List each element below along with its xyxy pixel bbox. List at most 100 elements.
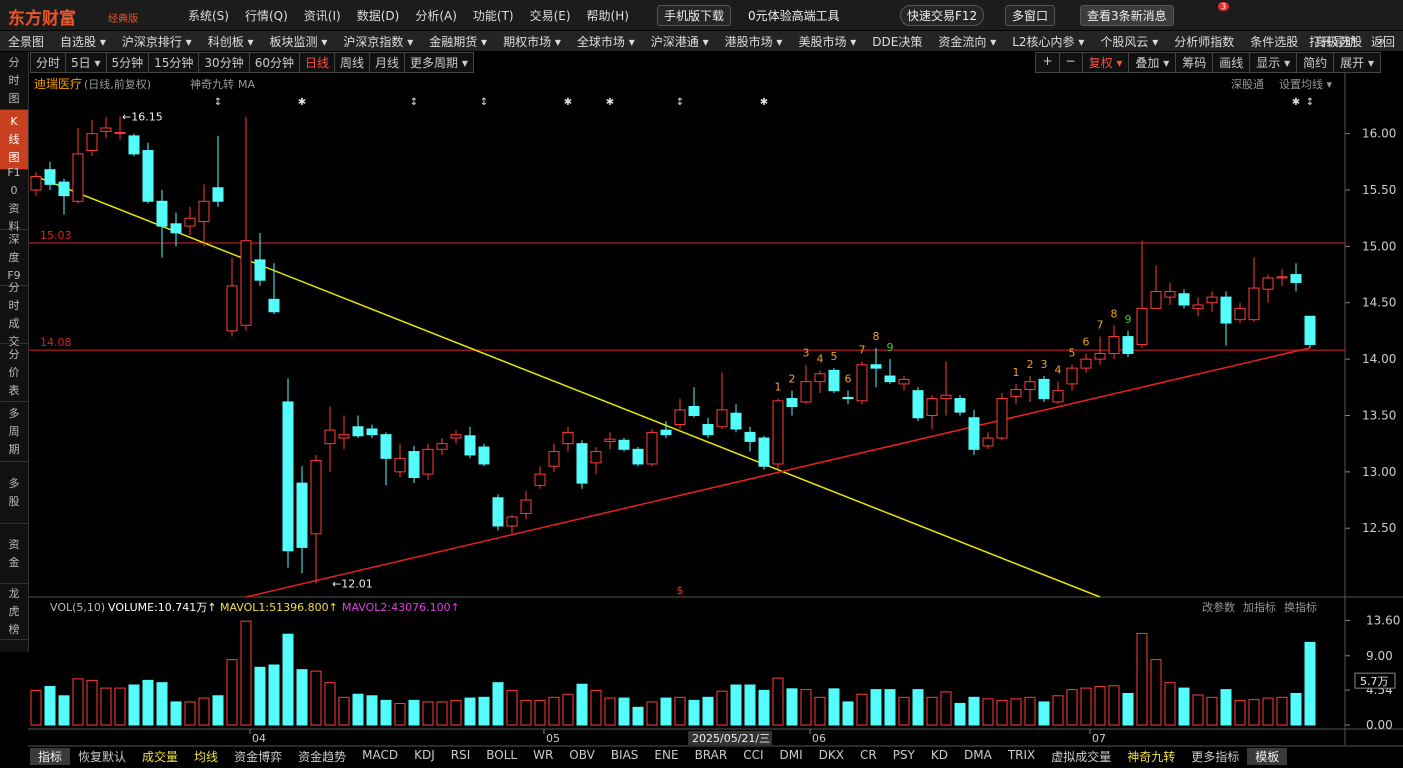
nav-item[interactable]: 自选股 ▾	[60, 34, 106, 49]
indicator-tab[interactable]: 资金趋势	[298, 750, 347, 764]
nav-item[interactable]: 资金流向 ▾	[938, 34, 997, 49]
period-tab[interactable]: 5日 ▾	[65, 52, 107, 73]
menu-item[interactable]: 功能(T)	[472, 9, 514, 23]
indicator-tab[interactable]: DKX	[818, 748, 844, 762]
indicator-tab[interactable]: 更多指标	[1191, 750, 1240, 764]
promo[interactable]: 0元体验高端工具	[748, 9, 840, 23]
indicator-tab[interactable]: TRIX	[1007, 748, 1036, 762]
period-tab[interactable]: 5分钟	[105, 52, 150, 73]
indicator-tab[interactable]: 虚拟成交量	[1051, 750, 1112, 764]
indicator-tab[interactable]: PSY	[892, 748, 915, 762]
indicator-tab[interactable]: CR	[859, 748, 877, 762]
period-tab[interactable]: 60分钟	[248, 52, 300, 73]
period-tab[interactable]: 日线	[298, 52, 335, 73]
indicator-tab[interactable]: DMA	[964, 748, 992, 762]
menu-item[interactable]: 系统(S)	[188, 9, 229, 23]
indicator-tab[interactable]: WR	[533, 748, 554, 762]
sidebar-tab[interactable]: 多周期	[0, 402, 28, 462]
menu-item[interactable]: 帮助(H)	[586, 9, 629, 23]
sidebar-tab[interactable]: 分价表	[0, 344, 28, 402]
indicator-tab[interactable]: ENE	[654, 748, 679, 762]
y-tick-label: 13.00	[1362, 465, 1396, 479]
nav-item[interactable]: 美股市场 ▾	[798, 34, 857, 49]
indicator-tab[interactable]: BOLL	[486, 748, 518, 762]
menu-item[interactable]: 分析(A)	[415, 9, 457, 23]
menu-item[interactable]: 资讯(I)	[303, 9, 341, 23]
tool-button[interactable]: 叠加 ▾	[1128, 52, 1177, 73]
tool-button[interactable]: 筹码	[1175, 52, 1214, 73]
indicator-tab[interactable]: BRAR	[694, 748, 728, 762]
indicator-tab[interactable]: 指标	[30, 748, 71, 765]
nav-link[interactable]: 打开导航	[1308, 35, 1357, 49]
nav-item[interactable]: 期权市场 ▾	[503, 34, 561, 49]
nav-item[interactable]: 分析师指数	[1174, 34, 1235, 49]
indicator-tab[interactable]: 恢复默认	[78, 750, 127, 764]
indicator-tab[interactable]: 均线	[194, 750, 219, 764]
sidebar-tab[interactable]: 分时成交	[0, 281, 28, 348]
messages[interactable]: 查看3条新消息	[1080, 5, 1174, 26]
indicator-tab[interactable]: DMI	[779, 748, 803, 762]
tool-button[interactable]: 简约	[1296, 52, 1335, 73]
nav-link[interactable]: 返回	[1370, 35, 1395, 49]
link[interactable]: 加指标	[1243, 600, 1276, 614]
volume-bar	[1010, 698, 1022, 726]
tool-button[interactable]: 画线	[1212, 52, 1251, 73]
indicator-tab[interactable]: OBV	[569, 748, 595, 762]
nav-item[interactable]: 沪深港通 ▾	[650, 34, 709, 49]
indicator-tab[interactable]: BIAS	[610, 748, 639, 762]
sidebar-tab[interactable]: F10资料	[0, 166, 28, 233]
tool-button[interactable]: 显示 ▾	[1249, 52, 1298, 73]
period-tab[interactable]: 更多周期 ▾	[404, 52, 474, 73]
nav-item[interactable]: 个股风云 ▾	[1100, 34, 1159, 49]
nav-item[interactable]: 沪深京排行 ▾	[121, 34, 192, 49]
indicator-tab[interactable]: KDJ	[414, 748, 435, 762]
indicator-tab[interactable]: 模板	[1247, 748, 1288, 765]
tool-button[interactable]: +	[1035, 52, 1060, 73]
quick-trade[interactable]: 快速交易F12	[900, 5, 985, 26]
indicator-tab[interactable]: CCI	[743, 748, 764, 762]
period-tab[interactable]: 30分钟	[198, 52, 250, 73]
volume-bar	[996, 699, 1008, 726]
nav-item[interactable]: 板块监测 ▾	[269, 34, 328, 49]
nav-item[interactable]: L2核心内参 ▾	[1012, 34, 1085, 49]
indicator-tab[interactable]: MACD	[362, 748, 399, 762]
nav-item[interactable]: 全球市场 ▾	[576, 34, 635, 49]
nav-item[interactable]: 港股市场 ▾	[724, 34, 783, 49]
nav-item[interactable]: 金融期货 ▾	[429, 34, 488, 49]
sidebar-tab[interactable]: 多股	[0, 462, 28, 524]
menu-item[interactable]: 数据(D)	[356, 9, 400, 23]
tool-button[interactable]: 复权 ▾	[1081, 52, 1130, 73]
nav-item[interactable]: 全景图	[8, 34, 45, 49]
sidebar-tab[interactable]: 深度F9	[0, 230, 28, 286]
tool-button[interactable]: −	[1058, 52, 1083, 73]
indicator-tab[interactable]: 资金博弈	[234, 750, 283, 764]
indicator-tab[interactable]: RSI	[450, 748, 471, 762]
link[interactable]: 改参数	[1202, 600, 1235, 614]
nav-item[interactable]: 沪深京指数 ▾	[343, 34, 414, 49]
sidebar-tab[interactable]: 分时图	[0, 52, 28, 110]
indicator-tab[interactable]: KD	[930, 748, 948, 762]
indicator-tab[interactable]: 成交量	[142, 750, 179, 764]
multi-window[interactable]: 多窗口	[1005, 5, 1056, 26]
link[interactable]: 换指标	[1284, 600, 1317, 614]
sidebar-tab[interactable]: K线图	[0, 110, 28, 170]
nav-item[interactable]: »	[1378, 34, 1386, 48]
indicator-tab[interactable]: 神奇九转	[1127, 750, 1176, 764]
nav-item[interactable]: 条件选股	[1250, 34, 1299, 49]
nav-item[interactable]: 高级选股	[1314, 34, 1363, 49]
menu-item[interactable]: 行情(Q)	[244, 9, 288, 23]
phone-download[interactable]: 手机版下载	[657, 5, 732, 26]
volume-bar	[506, 689, 518, 726]
period-tab[interactable]: 月线	[369, 52, 406, 73]
period-tab[interactable]: 分时	[30, 52, 67, 73]
sidebar-tab[interactable]: 资金	[0, 524, 28, 584]
tool-button[interactable]: 展开 ▾	[1333, 52, 1381, 73]
period-tab[interactable]: 15分钟	[148, 52, 200, 73]
nav-item[interactable]: 科创板 ▾	[207, 34, 254, 49]
menu-item[interactable]: 交易(E)	[529, 9, 571, 23]
link[interactable]: 深股通	[1231, 78, 1264, 91]
nav-item[interactable]: DDE决策	[872, 34, 923, 49]
period-tab[interactable]: 周线	[334, 52, 371, 73]
sidebar-tab[interactable]: 龙虎榜	[0, 584, 28, 640]
link[interactable]: 设置均线 ▾	[1279, 77, 1332, 91]
